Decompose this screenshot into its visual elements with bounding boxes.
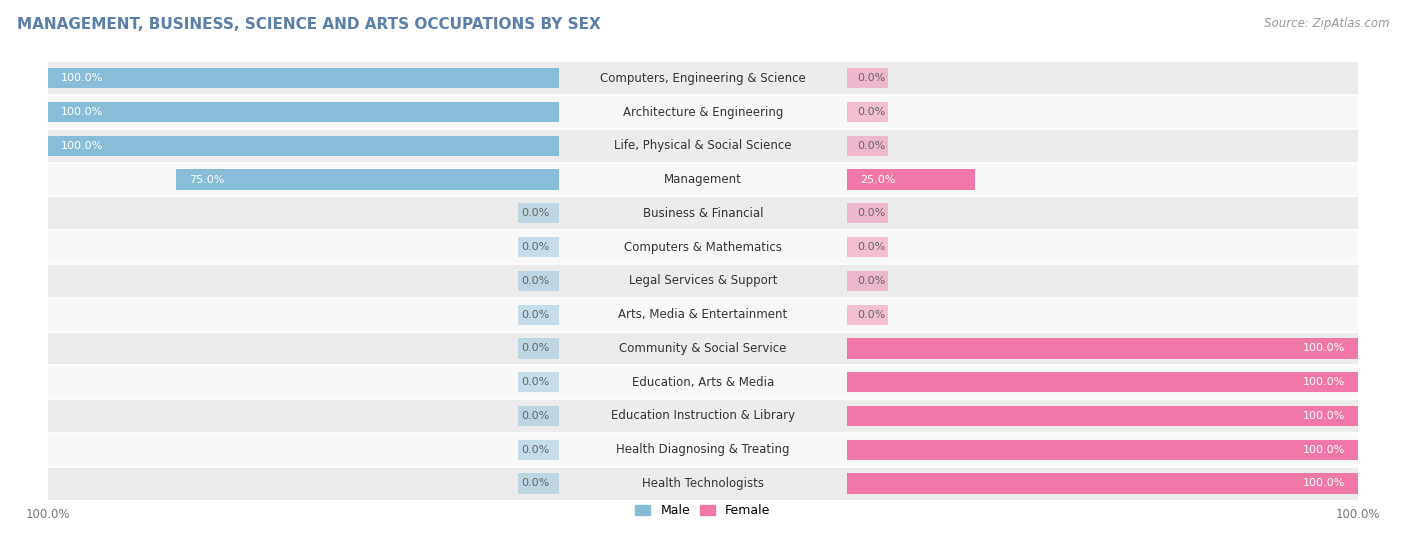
Bar	[517, 372, 558, 392]
Text: 0.0%: 0.0%	[858, 73, 886, 83]
Text: 0.0%: 0.0%	[858, 107, 886, 117]
Text: 0.0%: 0.0%	[858, 310, 886, 320]
Legend: Male, Female: Male, Female	[630, 499, 776, 522]
Bar	[48, 433, 1358, 467]
Text: 100.0%: 100.0%	[1303, 479, 1346, 489]
Text: 0.0%: 0.0%	[858, 242, 886, 252]
Text: Education, Arts & Media: Education, Arts & Media	[631, 376, 775, 389]
Bar	[848, 439, 1358, 460]
Bar	[48, 129, 1358, 163]
Text: Management: Management	[664, 173, 742, 186]
Bar	[176, 169, 558, 190]
Bar	[48, 61, 1358, 95]
Bar	[517, 271, 558, 291]
Text: Business & Financial: Business & Financial	[643, 207, 763, 220]
Text: Source: ZipAtlas.com: Source: ZipAtlas.com	[1264, 17, 1389, 30]
Bar	[48, 399, 1358, 433]
Text: Health Diagnosing & Treating: Health Diagnosing & Treating	[616, 443, 790, 456]
Bar	[848, 136, 889, 156]
Text: 100.0%: 100.0%	[1303, 411, 1346, 421]
Text: 100.0%: 100.0%	[60, 73, 103, 83]
Bar	[848, 203, 889, 224]
Bar	[848, 68, 889, 88]
Bar	[48, 102, 558, 122]
Bar	[848, 406, 1358, 426]
Text: 0.0%: 0.0%	[520, 377, 548, 387]
Text: 100.0%: 100.0%	[60, 107, 103, 117]
Bar	[48, 163, 1358, 196]
Text: Life, Physical & Social Science: Life, Physical & Social Science	[614, 139, 792, 152]
Text: 0.0%: 0.0%	[520, 276, 548, 286]
Text: Architecture & Engineering: Architecture & Engineering	[623, 106, 783, 119]
Text: 75.0%: 75.0%	[188, 174, 224, 184]
Bar	[48, 366, 1358, 399]
Bar	[848, 271, 889, 291]
Bar	[517, 439, 558, 460]
Text: 0.0%: 0.0%	[858, 141, 886, 151]
Text: 0.0%: 0.0%	[520, 343, 548, 353]
Bar	[48, 68, 558, 88]
Bar	[517, 203, 558, 224]
Text: Education Instruction & Library: Education Instruction & Library	[612, 409, 794, 423]
Text: 0.0%: 0.0%	[520, 411, 548, 421]
Text: 0.0%: 0.0%	[520, 242, 548, 252]
Bar	[48, 95, 1358, 129]
Bar	[48, 136, 558, 156]
Text: 0.0%: 0.0%	[858, 209, 886, 219]
Bar	[517, 305, 558, 325]
Text: 100.0%: 100.0%	[1303, 445, 1346, 454]
Text: Legal Services & Support: Legal Services & Support	[628, 274, 778, 287]
Text: Health Technologists: Health Technologists	[643, 477, 763, 490]
Bar	[517, 406, 558, 426]
Bar	[517, 473, 558, 494]
Text: Community & Social Service: Community & Social Service	[619, 342, 787, 355]
Text: Computers, Engineering & Science: Computers, Engineering & Science	[600, 72, 806, 85]
Bar	[48, 230, 1358, 264]
Text: 0.0%: 0.0%	[858, 276, 886, 286]
Text: 0.0%: 0.0%	[520, 445, 548, 454]
Bar	[848, 102, 889, 122]
Bar	[848, 237, 889, 257]
Bar	[848, 338, 1358, 358]
Text: MANAGEMENT, BUSINESS, SCIENCE AND ARTS OCCUPATIONS BY SEX: MANAGEMENT, BUSINESS, SCIENCE AND ARTS O…	[17, 17, 600, 32]
Bar	[517, 237, 558, 257]
Bar	[48, 196, 1358, 230]
Text: Computers & Mathematics: Computers & Mathematics	[624, 240, 782, 254]
Text: 25.0%: 25.0%	[860, 174, 896, 184]
Bar	[48, 264, 1358, 298]
Bar	[848, 305, 889, 325]
Text: 0.0%: 0.0%	[520, 209, 548, 219]
Text: 100.0%: 100.0%	[60, 141, 103, 151]
Bar	[848, 169, 974, 190]
Text: 100.0%: 100.0%	[1303, 343, 1346, 353]
Text: 0.0%: 0.0%	[520, 479, 548, 489]
Bar	[517, 338, 558, 358]
Text: 0.0%: 0.0%	[520, 310, 548, 320]
Bar	[48, 331, 1358, 366]
Bar	[48, 298, 1358, 331]
Bar	[848, 473, 1358, 494]
Text: Arts, Media & Entertainment: Arts, Media & Entertainment	[619, 308, 787, 321]
Bar	[48, 467, 1358, 500]
Bar	[848, 372, 1358, 392]
Text: 100.0%: 100.0%	[1303, 377, 1346, 387]
